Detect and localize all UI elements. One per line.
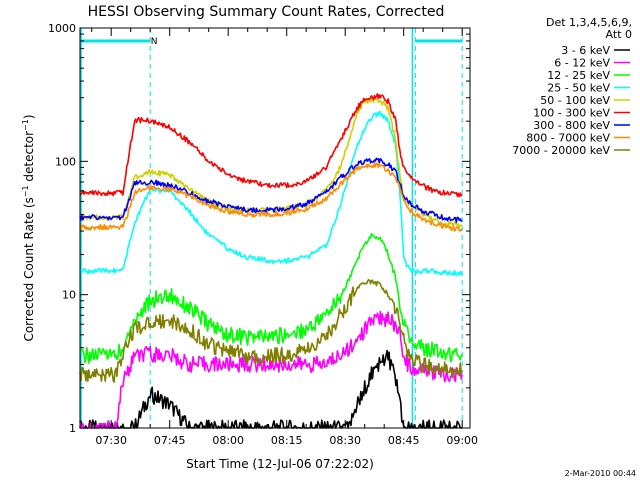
legend-label-4: 50 - 100 keV [540,94,610,107]
series-line-6 [79,157,463,224]
plot-frame [79,27,471,429]
series-line-8 [79,278,463,383]
y-axis-label-end: ) [22,114,36,119]
x-tick-label-5: 08:45 [388,434,420,447]
x-tick-label-3: 08:15 [271,434,303,447]
y-tick-label-1: 10 [62,289,76,302]
y-axis-label-main: Corrected Count Rate (s [22,197,36,341]
legend-label-0: 3 - 6 keV [561,44,610,57]
legend-header-line1: Det 1,3,4,5,6,9, [546,16,632,29]
series-line-5 [79,93,463,198]
annotation-0: N [151,37,158,47]
x-tick-label-0: 07:30 [95,434,127,447]
legend-label-7: 800 - 7000 keV [526,132,610,145]
legend-label-3: 25 - 50 keV [547,82,610,95]
y-axis: 1 10 100 1000 [48,22,470,435]
x-axis-label: Start Time (12-Jul-06 07:22:02) [186,457,374,471]
y-tick-label-0: 1 [69,422,76,435]
y-axis-label-sup2: −1 [21,119,30,131]
legend-label-8: 7000 - 20000 keV [512,144,610,157]
legend-header-line2: Att 0 [606,28,632,41]
y-axis-label: Corrected Count Rate (s−1 detector−1) [21,114,36,341]
legend-label-2: 12 - 25 keV [547,69,610,82]
series-line-7 [79,161,463,232]
x-tick-label-1: 07:45 [154,434,186,447]
y-axis-label-mid: detector [22,131,36,186]
y-tick-label-3: 1000 [48,22,76,35]
x-tick-label-2: 08:00 [212,434,244,447]
x-tick-label-4: 08:30 [329,434,361,447]
series-line-3 [79,110,463,277]
footer-date: 2-Mar-2010 00:44 [565,469,636,478]
y-axis-label-sup1: −1 [21,185,30,197]
x-tick-label-6: 09:00 [446,434,478,447]
y-tick-label-2: 100 [55,155,76,168]
legend-label-1: 6 - 12 keV [554,57,610,70]
legend-label-6: 300 - 800 keV [533,119,610,132]
x-axis: 07:30 07:45 08:00 08:15 08:30 08:45 09:00 [91,28,478,447]
series-line-2 [79,232,463,364]
legend-label-5: 100 - 300 keV [533,107,610,120]
chart-title: HESSI Observing Summary Count Rates, Cor… [88,4,445,20]
plot-area: N [79,27,471,429]
series-line-1 [79,310,463,429]
